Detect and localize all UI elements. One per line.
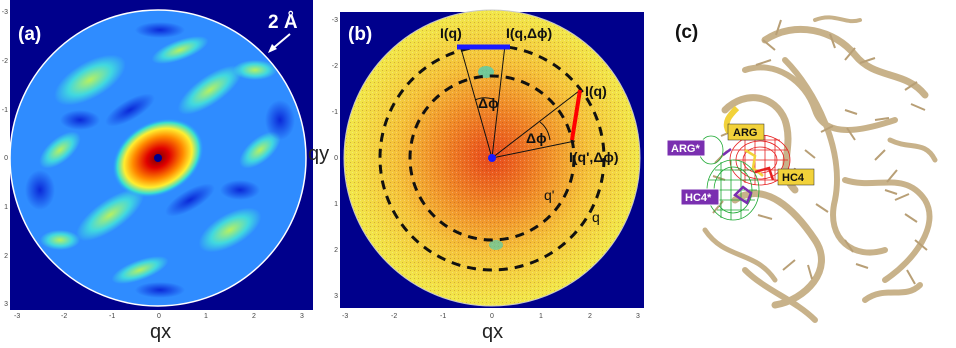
panel-c-label: (c) <box>675 22 698 43</box>
panel-b-label: (b) <box>348 24 372 45</box>
x-axis-label-b: qx <box>482 321 503 343</box>
ring-q-prime <box>408 74 576 242</box>
panel-b-x-ticks: -3 -2 -1 0 1 2 3 <box>342 313 640 320</box>
panel-a-y-ticks: -3 -2 -1 0 1 2 3 <box>2 9 8 308</box>
annot-q-prime: q' <box>544 187 554 203</box>
panel-c-figure: (c) <box>666 15 938 323</box>
beam-center-a <box>154 154 162 162</box>
scale-label-2a: 2 Å <box>268 12 298 33</box>
arg-label: ARG <box>733 127 757 139</box>
tick: 1 <box>334 201 338 208</box>
annot-i-q-right: I(q) <box>585 83 607 99</box>
residue-labels: ARG ARG* HC4 HC4* <box>666 123 815 206</box>
ring-q <box>378 44 606 272</box>
annot-i-q-dphi-top: I(q,Δϕ) <box>506 25 552 41</box>
x-axis-label-a: qx <box>150 321 171 343</box>
tick: 2 <box>588 313 592 320</box>
annot-q: q <box>592 209 600 225</box>
hc4-label-box <box>777 168 815 186</box>
tick: -1 <box>440 313 446 320</box>
panel-a-figure: (a) 2 Å -3 -2 -1 0 1 2 3 -3 -2 -1 0 1 2 … <box>2 0 313 343</box>
y-axis-label-b: qy <box>308 143 329 165</box>
tick: -2 <box>61 313 67 320</box>
arg-star-label: ARG* <box>671 143 700 155</box>
wedge-line <box>491 140 576 159</box>
panel-b-y-ticks: -3 -2 -1 0 1 2 3 <box>332 17 338 300</box>
wedge-line <box>459 44 493 159</box>
tick: -3 <box>2 9 8 16</box>
tick: 2 <box>334 247 338 254</box>
hc4-star-label: HC4* <box>685 192 712 204</box>
tick: 1 <box>539 313 543 320</box>
diffraction-pattern-a <box>10 10 306 306</box>
annot-dphi-right: Δϕ <box>526 130 547 146</box>
tick: 2 <box>4 253 8 260</box>
tick: 2 <box>252 313 256 320</box>
panel-a: (a) 2 Å -3 -2 -1 0 1 2 3 -3 -2 -1 0 1 2 … <box>0 0 318 343</box>
hc4-label: HC4 <box>782 172 805 184</box>
panel-b-figure: (b) I(q) I(q,Δϕ) Δϕ I(q) Δϕ I(q',Δϕ) q' … <box>308 9 644 343</box>
tick: 1 <box>204 313 208 320</box>
tick: -1 <box>332 109 338 116</box>
tick: -3 <box>14 313 20 320</box>
wedge-line <box>491 90 580 159</box>
annot-i-q-top: I(q) <box>440 25 462 41</box>
arg-star-label-box <box>666 139 706 157</box>
tick: 0 <box>4 155 8 162</box>
tick: 1 <box>4 204 8 211</box>
wedge-line <box>491 44 506 159</box>
tick: 3 <box>300 313 304 320</box>
tick: 0 <box>490 313 494 320</box>
annot-i-qprime-dphi: I(q',Δϕ) <box>569 149 619 165</box>
tick: 0 <box>157 313 161 320</box>
arg-label-box <box>727 123 765 141</box>
panel-c: (c) <box>645 0 956 343</box>
panel-b: (b) I(q) I(q,Δϕ) Δϕ I(q) Δϕ I(q',Δϕ) q' … <box>300 0 645 343</box>
annot-dphi-top: Δϕ <box>478 95 499 111</box>
tick: 3 <box>4 301 8 308</box>
green-density-mesh <box>698 135 760 221</box>
tick: 0 <box>334 155 338 162</box>
scale-arrow-head-icon <box>268 44 277 53</box>
tick: -2 <box>332 63 338 70</box>
hc4-star-label-box <box>680 188 720 206</box>
red-arc-segment <box>570 89 582 141</box>
tick: -2 <box>2 58 8 65</box>
tick: -3 <box>342 313 348 320</box>
tick: -2 <box>391 313 397 320</box>
panel-a-label: (a) <box>18 24 41 45</box>
beam-center-b <box>488 154 496 162</box>
ligand-sticks <box>722 148 775 205</box>
tick: -3 <box>332 17 338 24</box>
tick: 3 <box>636 313 640 320</box>
tick: -1 <box>109 313 115 320</box>
tick: -1 <box>2 107 8 114</box>
panel-a-x-ticks: -3 -2 -1 0 1 2 3 <box>14 313 304 320</box>
tick: 3 <box>334 293 338 300</box>
